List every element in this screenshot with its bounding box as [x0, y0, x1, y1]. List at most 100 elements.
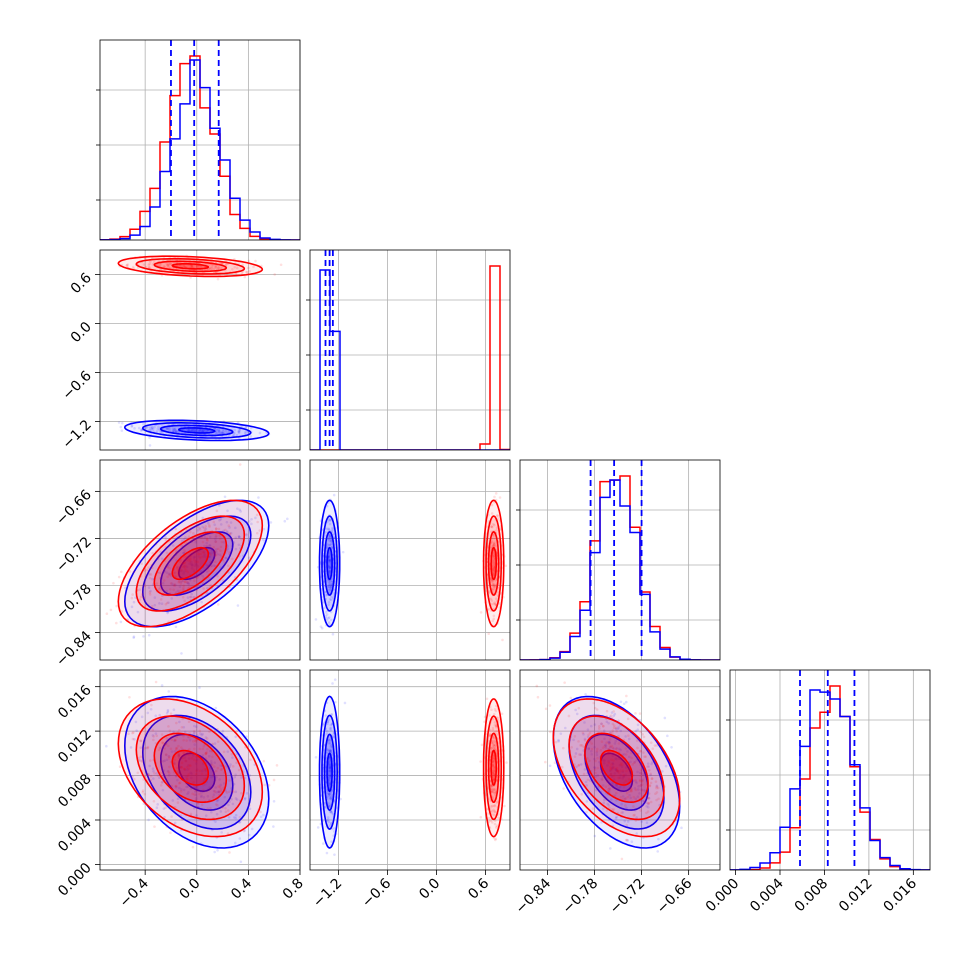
scatter-point — [497, 816, 500, 819]
scatter-point — [168, 426, 171, 430]
scatter-point — [172, 761, 176, 764]
scatter-point — [208, 755, 211, 758]
scatter-point — [166, 601, 169, 605]
scatter-point — [325, 613, 329, 616]
scatter-point — [167, 755, 171, 759]
scatter-point — [220, 431, 223, 435]
scatter-point — [216, 547, 220, 551]
scatter-point — [182, 751, 186, 755]
scatter-point — [610, 808, 614, 811]
scatter-point — [614, 739, 618, 743]
scatter-point — [148, 436, 151, 440]
scatter-point — [623, 819, 627, 823]
scatter-point — [585, 810, 588, 814]
scatter-point — [186, 785, 190, 788]
scatter-point — [492, 777, 496, 780]
scatter-point — [217, 428, 220, 431]
scatter-point — [155, 430, 159, 433]
scatter-point — [593, 706, 597, 710]
scatter-point — [165, 571, 169, 574]
scatter-point — [211, 755, 214, 759]
scatter-point — [157, 425, 160, 429]
scatter-point — [219, 764, 223, 767]
scatter-point — [212, 770, 216, 774]
scatter-point — [214, 527, 218, 531]
scatter-point — [153, 596, 157, 599]
scatter-point — [194, 759, 198, 763]
scatter-point — [647, 802, 650, 806]
scatter-point — [193, 743, 197, 746]
scatter-point — [492, 568, 496, 571]
scatter-point — [536, 695, 540, 699]
scatter-point — [189, 812, 193, 816]
scatter-point — [191, 563, 194, 566]
scatter-point — [172, 730, 175, 734]
scatter-point — [320, 626, 324, 630]
scatter-point — [492, 617, 496, 621]
scatter-point — [208, 555, 212, 558]
scatter-point — [165, 262, 169, 265]
scatter-point — [491, 735, 495, 739]
scatter-point — [249, 758, 252, 761]
scatter-point — [333, 678, 337, 681]
scatter-point — [198, 428, 202, 432]
contour-red — [171, 546, 210, 581]
scatter-point — [205, 537, 209, 540]
scatter-point — [203, 544, 206, 548]
scatter-point — [328, 616, 331, 619]
scatter-point — [334, 700, 337, 704]
scatter-point — [202, 744, 206, 748]
scatter-point — [330, 795, 333, 799]
scatter-point — [328, 586, 332, 589]
scatter-point — [331, 682, 334, 685]
scatter-point — [188, 738, 192, 742]
scatter-point — [255, 513, 259, 517]
scatter-point — [204, 752, 208, 755]
scatter-point — [646, 810, 650, 813]
scatter-point — [204, 525, 207, 528]
scatter-point — [585, 800, 589, 803]
scatter-point — [607, 721, 610, 725]
scatter-point — [606, 764, 609, 767]
scatter-point — [491, 790, 494, 793]
scatter-point — [185, 785, 188, 789]
x-tick-label: −1.2 — [310, 876, 345, 911]
scatter-point — [605, 741, 608, 744]
scatter-point — [216, 728, 219, 731]
panel-2-0 — [99, 459, 301, 661]
scatter-point — [619, 773, 622, 777]
scatter-point — [639, 784, 643, 787]
scatter-point — [222, 430, 225, 433]
scatter-point — [589, 724, 593, 728]
scatter-point — [139, 759, 142, 762]
y-tick-label: 0.016 — [55, 682, 95, 722]
scatter-point — [242, 829, 246, 833]
scatter-point — [641, 799, 645, 803]
scatter-point — [491, 790, 495, 794]
scatter-point — [236, 421, 240, 425]
contour-red — [599, 749, 634, 786]
scatter-point — [595, 749, 599, 753]
scatter-point — [200, 772, 204, 776]
scatter-point — [199, 265, 203, 269]
scatter-point — [192, 730, 196, 733]
scatter-point — [490, 805, 493, 808]
scatter-point — [190, 592, 193, 596]
scatter-point — [166, 264, 170, 267]
scatter-point — [174, 527, 178, 531]
scatter-point — [196, 565, 200, 568]
scatter-point — [494, 837, 498, 841]
scatter-point — [483, 720, 486, 724]
scatter-point — [646, 765, 649, 768]
scatter-point — [563, 681, 566, 684]
scatter-point — [112, 581, 115, 585]
scatter-point — [200, 733, 203, 737]
scatter-point — [217, 790, 221, 794]
scatter-point — [240, 776, 243, 779]
scatter-point — [615, 729, 618, 733]
scatter-point — [493, 602, 497, 606]
scatter-point — [125, 264, 129, 267]
scatter-point — [492, 584, 496, 588]
scatter-point — [625, 769, 628, 773]
scatter-point — [574, 752, 578, 755]
